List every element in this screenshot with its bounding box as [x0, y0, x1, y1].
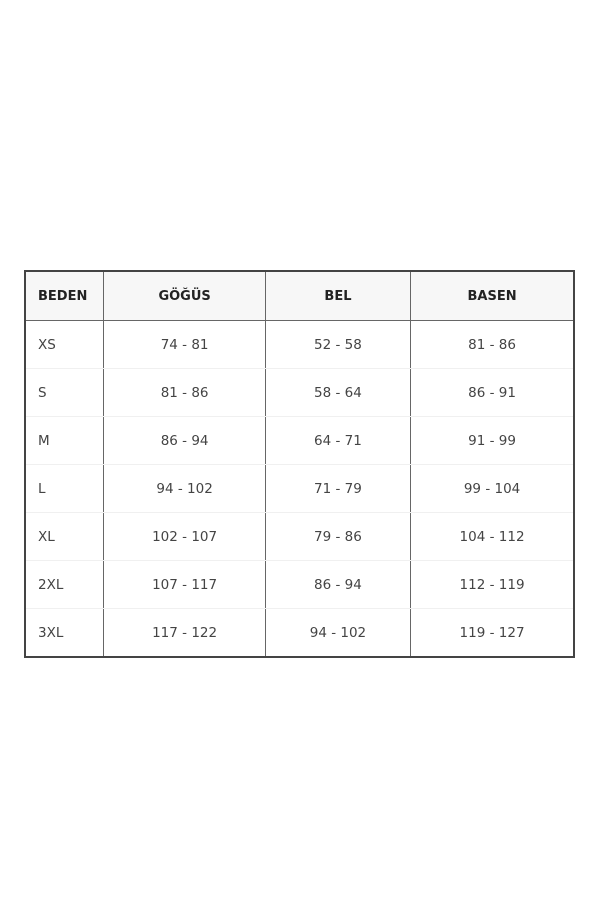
chest-cell: 102 - 107 [103, 512, 266, 561]
hip-cell: 112 - 119 [410, 560, 574, 609]
table-row: 2XL 107 - 117 86 - 94 112 - 119 [25, 560, 574, 609]
chest-cell: 117 - 122 [103, 608, 266, 658]
header-chest: GÖĞÜS [103, 271, 266, 321]
chest-cell: 94 - 102 [103, 464, 266, 513]
waist-cell: 71 - 79 [265, 464, 412, 513]
chest-cell: 86 - 94 [103, 416, 266, 465]
waist-cell: 64 - 71 [265, 416, 412, 465]
size-cell: M [25, 416, 105, 465]
size-cell: 3XL [25, 608, 105, 658]
table-row: XL 102 - 107 79 - 86 104 - 112 [25, 512, 574, 561]
waist-cell: 52 - 58 [265, 320, 412, 369]
hip-cell: 91 - 99 [410, 416, 574, 465]
size-cell: XL [25, 512, 105, 561]
size-chart-table: BEDEN GÖĞÜS BEL BASEN XS 74 - 81 52 - 58 81… [24, 270, 575, 658]
hip-cell: 81 - 86 [410, 320, 574, 369]
size-cell: 2XL [25, 560, 105, 609]
hip-cell: 104 - 112 [410, 512, 574, 561]
hip-cell: 86 - 91 [410, 368, 574, 417]
size-cell: XS [25, 320, 105, 369]
hip-cell: 99 - 104 [410, 464, 574, 513]
chest-cell: 81 - 86 [103, 368, 266, 417]
table-row: L 94 - 102 71 - 79 99 - 104 [25, 464, 574, 513]
waist-cell: 86 - 94 [265, 560, 412, 609]
table-row: S 81 - 86 58 - 64 86 - 91 [25, 368, 574, 417]
header-row: BEDEN GÖĞÜS BEL BASEN [25, 271, 574, 321]
chest-cell: 107 - 117 [103, 560, 266, 609]
waist-cell: 94 - 102 [265, 608, 412, 658]
header-waist: BEL [265, 271, 412, 321]
size-cell: S [25, 368, 105, 417]
size-cell: L [25, 464, 105, 513]
chest-cell: 74 - 81 [103, 320, 266, 369]
header-size: BEDEN [25, 271, 105, 321]
hip-cell: 119 - 127 [410, 608, 574, 658]
table-row: XS 74 - 81 52 - 58 81 - 86 [25, 320, 574, 369]
table-row: 3XL 117 - 122 94 - 102 119 - 127 [25, 608, 574, 658]
table-row: M 86 - 94 64 - 71 91 - 99 [25, 416, 574, 465]
header-hip: BASEN [410, 271, 574, 321]
waist-cell: 58 - 64 [265, 368, 412, 417]
waist-cell: 79 - 86 [265, 512, 412, 561]
